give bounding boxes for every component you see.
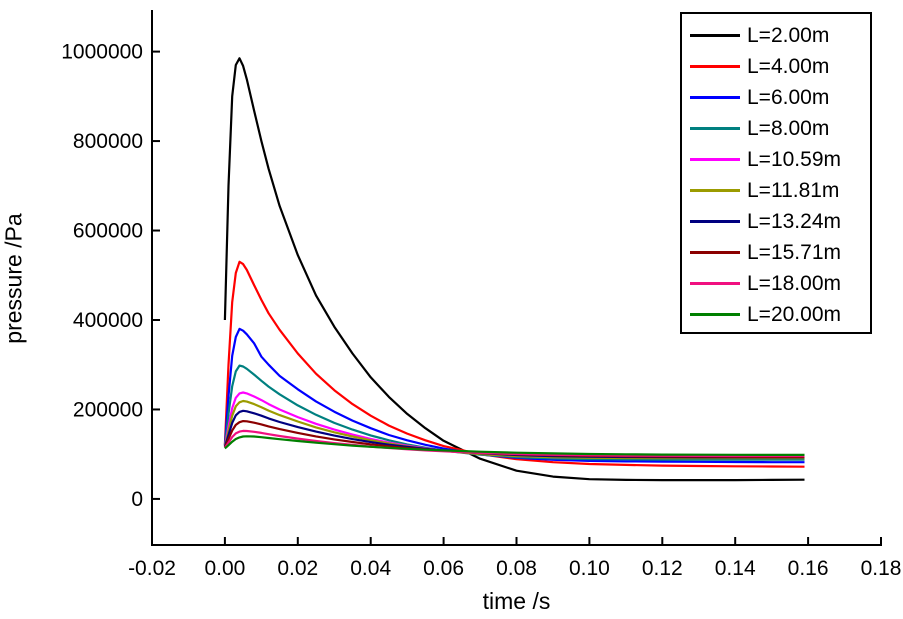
legend-label: L=13.24m [747,209,841,233]
y-tick-label: 800000 [73,130,143,153]
legend-item: L=11.81m [690,175,870,206]
x-axis-title: time /s [0,588,903,615]
legend-box: L=2.00m L=4.00m L=6.00m L=8.00m L=10.59m L=11… [680,12,872,334]
x-axis-title-text: time /s [482,588,551,614]
legend-label: L=20.00m [747,302,841,326]
x-tick-label: -0.02 [128,557,176,580]
x-tick-label: 0.06 [423,557,464,580]
legend-line-swatch [690,220,740,223]
legend-label: L=11.81m [747,178,840,202]
series-line-L-13.24m [223,409,805,459]
series-line-L-20.00m [224,435,805,456]
legend-item: L=20.00m [690,299,870,330]
y-tick-label: 0 [131,488,143,511]
legend-line-swatch [690,158,740,161]
legend-label: L=6.00m [747,85,830,109]
series-line-L-4.00m [223,260,805,468]
legend-label: L=18.00m [747,271,841,295]
legend-item: L=15.71m [690,237,870,268]
x-tick-label: 0.02 [277,557,318,580]
y-tick-label: 200000 [73,398,143,421]
x-tick-label: 0.08 [496,557,537,580]
legend-item: L=18.00m [690,268,870,299]
legend-item: L=2.00m [690,20,870,51]
series-line-L-2.00m [223,57,805,482]
legend-line-swatch [690,96,740,99]
legend-line-swatch [690,127,740,130]
legend-label: L=2.00m [747,23,830,47]
legend-item: L=13.24m [690,206,870,237]
legend-line-swatch [690,251,740,254]
legend-label: L=8.00m [747,116,830,140]
y-tick-label: 600000 [73,220,143,243]
series-line-L-8.00m [223,364,805,461]
legend-item: L=8.00m [690,113,870,144]
legend-line-swatch [690,282,740,285]
legend-item: L=6.00m [690,82,870,113]
x-tick-label: 0.12 [642,557,683,580]
series-line-L-6.00m [223,327,805,464]
legend-item: L=10.59m [690,144,870,175]
x-tick-label: 0.18 [861,557,902,580]
legend-line-swatch [690,313,740,316]
x-tick-label: 0.16 [788,557,829,580]
x-tick-label: 0.14 [715,557,756,580]
legend-line-swatch [690,34,740,37]
legend-line-swatch [690,189,740,192]
legend-label: L=15.71m [747,240,841,264]
y-axis-title-text: pressure /Pa [0,213,27,344]
x-tick-label: 0.10 [569,557,610,580]
legend-line-swatch [690,65,740,68]
x-tick-label: 0.04 [350,557,391,580]
y-axis-title: pressure /Pa [1,166,28,392]
legend-label: L=10.59m [747,147,841,171]
legend-label: L=4.00m [747,54,830,78]
x-tick-label: 0.00 [204,557,245,580]
y-tick-label: 1000000 [61,41,143,64]
legend-item: L=4.00m [690,51,870,82]
y-tick-label: 400000 [73,309,143,332]
